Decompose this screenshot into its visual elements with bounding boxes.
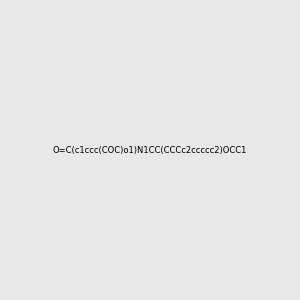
Text: O=C(c1ccc(COC)o1)N1CC(CCCc2ccccc2)OCC1: O=C(c1ccc(COC)o1)N1CC(CCCc2ccccc2)OCC1 [53, 146, 247, 154]
